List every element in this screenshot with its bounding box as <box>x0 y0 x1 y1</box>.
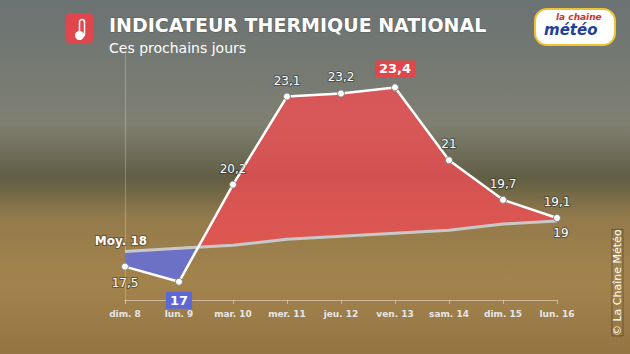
svg-text:lun. 9: lun. 9 <box>165 309 194 319</box>
svg-text:19,7: 19,7 <box>490 177 517 191</box>
svg-text:sam. 14: sam. 14 <box>429 309 469 319</box>
svg-text:dim. 8: dim. 8 <box>109 309 141 319</box>
svg-text:19,1: 19,1 <box>544 195 571 209</box>
svg-text:ven. 13: ven. 13 <box>376 309 413 319</box>
svg-text:19: 19 <box>553 226 568 240</box>
svg-text:jeu. 12: jeu. 12 <box>323 309 359 319</box>
svg-text:20,2: 20,2 <box>220 162 247 176</box>
svg-text:17: 17 <box>170 293 188 308</box>
svg-text:mer. 11: mer. 11 <box>268 309 306 319</box>
svg-text:mar. 10: mar. 10 <box>214 309 252 319</box>
svg-text:la chaîne: la chaîne <box>556 11 602 22</box>
svg-text:17,5: 17,5 <box>112 276 139 290</box>
svg-text:météo: météo <box>544 21 597 39</box>
svg-text:23,2: 23,2 <box>328 70 355 84</box>
svg-text:INDICATEUR THERMIQUE NATIONAL: INDICATEUR THERMIQUE NATIONAL <box>109 14 486 36</box>
svg-text:21: 21 <box>441 137 456 151</box>
svg-text:dim. 15: dim. 15 <box>484 309 522 319</box>
svg-text:lun. 16: lun. 16 <box>540 309 575 319</box>
svg-text:Ces prochains jours: Ces prochains jours <box>109 40 246 56</box>
svg-text:23,4: 23,4 <box>379 61 411 76</box>
svg-text:Moy. 18: Moy. 18 <box>95 234 147 248</box>
svg-text:23,1: 23,1 <box>274 74 301 88</box>
svg-text:© La Chaîne Météo: © La Chaîne Météo <box>611 229 624 336</box>
